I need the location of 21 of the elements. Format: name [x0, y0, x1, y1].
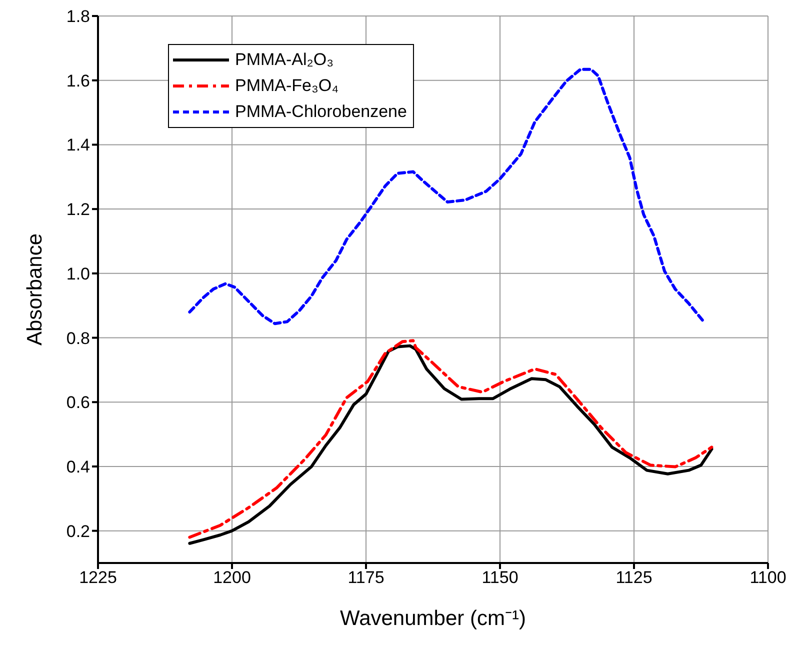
y-tick-label: 1.8 — [66, 7, 90, 26]
y-tick-label: 1.4 — [66, 136, 90, 155]
y-axis-title: Absorbance — [23, 233, 46, 346]
x-tick-label: 1200 — [213, 568, 251, 588]
y-tick-label: 1.6 — [66, 71, 90, 90]
legend-label: PMMA-Chlorobenzene — [235, 102, 407, 122]
y-tick-label: 0.4 — [66, 458, 90, 477]
y-tick-label: 0.6 — [66, 393, 90, 412]
x-axis-title: Wavenumber (cm⁻¹) — [340, 607, 526, 630]
x-tick-label: 1225 — [79, 568, 117, 588]
x-tick-label: 1150 — [482, 568, 518, 588]
y-tick-label: 1.0 — [66, 264, 90, 284]
legend-label: PMMA-Fe₃O₄ — [235, 76, 339, 96]
y-tick-label: 0.8 — [66, 328, 90, 348]
x-tick-label: 1100 — [750, 568, 786, 588]
line-series — [188, 68, 705, 326]
x-tick-label: 1125 — [616, 568, 652, 588]
x-tick-label: 1175 — [348, 568, 384, 588]
y-tick-label: 1.2 — [66, 200, 90, 220]
legend-label: PMMA-Al₂O₃ — [235, 50, 334, 70]
y-tick-label: 0.2 — [66, 522, 90, 541]
